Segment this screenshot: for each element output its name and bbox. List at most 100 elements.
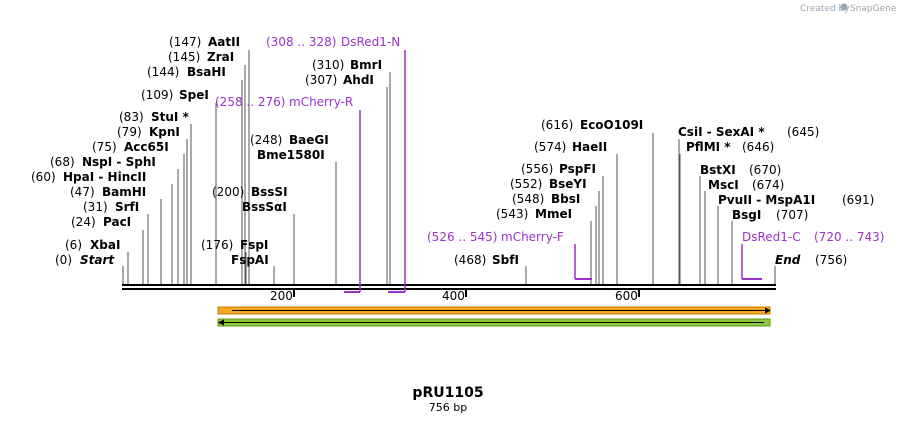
site-csii[interactable]: CsiI - SexAI * (645) xyxy=(678,125,819,139)
primer-mcherry-f[interactable]: (526 .. 545) mCherry-F xyxy=(427,230,564,244)
site-acc65i[interactable]: (75) Acc65I xyxy=(92,140,169,154)
primer-dsred1-c-name: DsRed1-C xyxy=(742,230,801,244)
site-hpai-pos: (60) xyxy=(31,170,56,184)
site-bsahi[interactable]: (144) BsaHI xyxy=(147,65,226,79)
plasmid-name: pRU1105 xyxy=(412,385,483,401)
site-bstxi-name: BstXI xyxy=(700,163,736,177)
site-start-name: Start xyxy=(80,253,115,267)
feature-green-arrow[interactable] xyxy=(217,318,771,327)
right-site-labels: (468) SbfI (543) MmeI (548) BbsI (552) B… xyxy=(454,118,874,267)
site-bme1580i[interactable]: Bme1580I xyxy=(257,148,325,162)
site-baegi[interactable]: (248) BaeGI xyxy=(250,133,329,147)
site-zrai[interactable]: (145) ZraI xyxy=(168,50,234,64)
site-acc65i-name: Acc65I xyxy=(124,140,169,154)
site-aatii[interactable]: (147) AatII xyxy=(169,35,240,49)
site-haeii[interactable]: (574) HaeII xyxy=(534,140,607,154)
primer-mcherry-r[interactable]: (258 .. 276) mCherry-R xyxy=(215,95,353,109)
site-zrai-pos: (145) xyxy=(168,50,200,64)
primer-dsred1-n-range: (308 .. 328) xyxy=(266,35,336,49)
site-bstxi[interactable]: BstXI (670) xyxy=(700,163,781,177)
site-bsssi[interactable]: (200) BssSI xyxy=(212,185,288,199)
site-bbsi-pos: (548) xyxy=(512,192,544,206)
site-haeii-name: HaeII xyxy=(572,140,607,154)
site-fspi[interactable]: (176) FspI xyxy=(201,238,268,252)
site-pflmi-name: PflMI * xyxy=(686,140,731,154)
primer-dsred1-c[interactable]: DsRed1-C (720 .. 743) xyxy=(742,230,884,244)
site-baegi-pos: (248) xyxy=(250,133,282,147)
site-ahdi[interactable]: (307) AhdI xyxy=(305,73,374,87)
site-msci-name: MscI xyxy=(708,178,739,192)
site-bamhi[interactable]: (47) BamHI xyxy=(70,185,146,199)
site-bbsi[interactable]: (548) BbsI xyxy=(512,192,580,206)
site-nspi-pos: (68) xyxy=(50,155,75,169)
site-pvuii[interactable]: PvuII - MspA1I (691) xyxy=(718,193,874,207)
site-bseyi-name: BseYI xyxy=(549,177,587,191)
site-hpai-name: HpaI - HincII xyxy=(63,170,146,184)
site-bsahi-name: BsaHI xyxy=(187,65,226,79)
backbone-bottom-strand xyxy=(122,288,776,290)
site-spei-name: SpeI xyxy=(179,88,209,102)
site-nspi[interactable]: (68) NspI - SphI xyxy=(50,155,156,169)
site-mmei-name: MmeI xyxy=(535,207,572,221)
left-site-labels: (0) Start (6) XbaI (24) PacI (31) SrfI (… xyxy=(31,35,382,267)
snapgene-logo-icon xyxy=(840,3,848,11)
site-acc65i-pos: (75) xyxy=(92,140,117,154)
snapgene-name: SnapGene xyxy=(850,4,897,14)
site-bsssi-name: BssSI xyxy=(251,185,288,199)
feature-orange-arrow[interactable] xyxy=(217,306,771,315)
site-end[interactable]: End (756) xyxy=(775,253,847,267)
site-start[interactable]: (0) Start xyxy=(55,253,115,267)
site-bsgi[interactable]: BsgI (707) xyxy=(732,208,808,222)
site-zrai-name: ZraI xyxy=(207,50,234,64)
site-pvuii-pos: (691) xyxy=(842,193,874,207)
site-srfi[interactable]: (31) SrfI xyxy=(83,200,139,214)
site-bseyi-pos: (552) xyxy=(510,177,542,191)
site-bseyi[interactable]: (552) BseYI xyxy=(510,177,587,191)
snapgene-watermark: Created by SnapGene xyxy=(800,3,897,14)
site-fspai[interactable]: FspAI xyxy=(231,253,269,267)
site-haeii-pos: (574) xyxy=(534,140,566,154)
site-paci[interactable]: (24) PacI xyxy=(71,215,131,229)
site-xbai-pos: (6) xyxy=(65,238,82,252)
site-pvuii-name: PvuII - MspA1I xyxy=(718,193,815,207)
plasmid-size: 756 bp xyxy=(429,401,467,414)
site-bsgi-name: BsgI xyxy=(732,208,761,222)
feature-green-arrowhead-icon xyxy=(218,319,224,326)
site-paci-pos: (24) xyxy=(71,215,96,229)
site-bmri[interactable]: (310) BmrI xyxy=(312,58,382,72)
site-bsssai-name: BssSαI xyxy=(242,200,287,214)
site-pspfi[interactable]: (556) PspFI xyxy=(521,162,596,176)
primer-dsred1-c-range: (720 .. 743) xyxy=(814,230,884,244)
site-end-pos: (756) xyxy=(815,253,847,267)
site-sbfi[interactable]: (468) SbfI xyxy=(454,253,519,267)
site-bme1580i-name: Bme1580I xyxy=(257,148,325,162)
site-nspi-name: NspI - SphI xyxy=(82,155,156,169)
backbone-top-strand xyxy=(122,284,776,286)
site-ecoo109i[interactable]: (616) EcoO109I xyxy=(541,118,643,132)
site-xbai-name: XbaI xyxy=(90,238,120,252)
site-xbai[interactable]: (6) XbaI xyxy=(65,238,120,252)
primer-dsred1-n[interactable]: (308 .. 328) DsRed1-N xyxy=(266,35,400,49)
site-kpni-pos: (79) xyxy=(117,125,142,139)
site-bsssai[interactable]: BssSαI xyxy=(242,200,287,214)
site-kpni[interactable]: (79) KpnI xyxy=(117,125,180,139)
primer-dsred1-n-name: DsRed1-N xyxy=(341,35,400,49)
site-mmei[interactable]: (543) MmeI xyxy=(496,207,572,221)
primer-mcherry-r-range: (258 .. 276) xyxy=(215,95,285,109)
site-spei[interactable]: (109) SpeI xyxy=(141,88,209,102)
site-ahdi-name: AhdI xyxy=(343,73,374,87)
site-stui[interactable]: (83) StuI * xyxy=(119,110,190,124)
ruler-label-400: 400 xyxy=(442,289,465,303)
feature-orange-arrowhead-icon xyxy=(765,307,771,314)
site-ecoo109i-name: EcoO109I xyxy=(580,118,643,132)
feature-arrows xyxy=(217,306,771,327)
site-msci[interactable]: MscI (674) xyxy=(708,178,784,192)
site-bmri-pos: (310) xyxy=(312,58,344,72)
site-fspi-pos: (176) xyxy=(201,238,233,252)
site-hpai[interactable]: (60) HpaI - HincII xyxy=(31,170,146,184)
site-csii-name: CsiI - SexAI * xyxy=(678,125,765,139)
site-pflmi[interactable]: PflMI * (646) xyxy=(686,140,774,154)
site-bbsi-name: BbsI xyxy=(551,192,580,206)
site-aatii-name: AatII xyxy=(208,35,240,49)
site-paci-name: PacI xyxy=(103,215,131,229)
